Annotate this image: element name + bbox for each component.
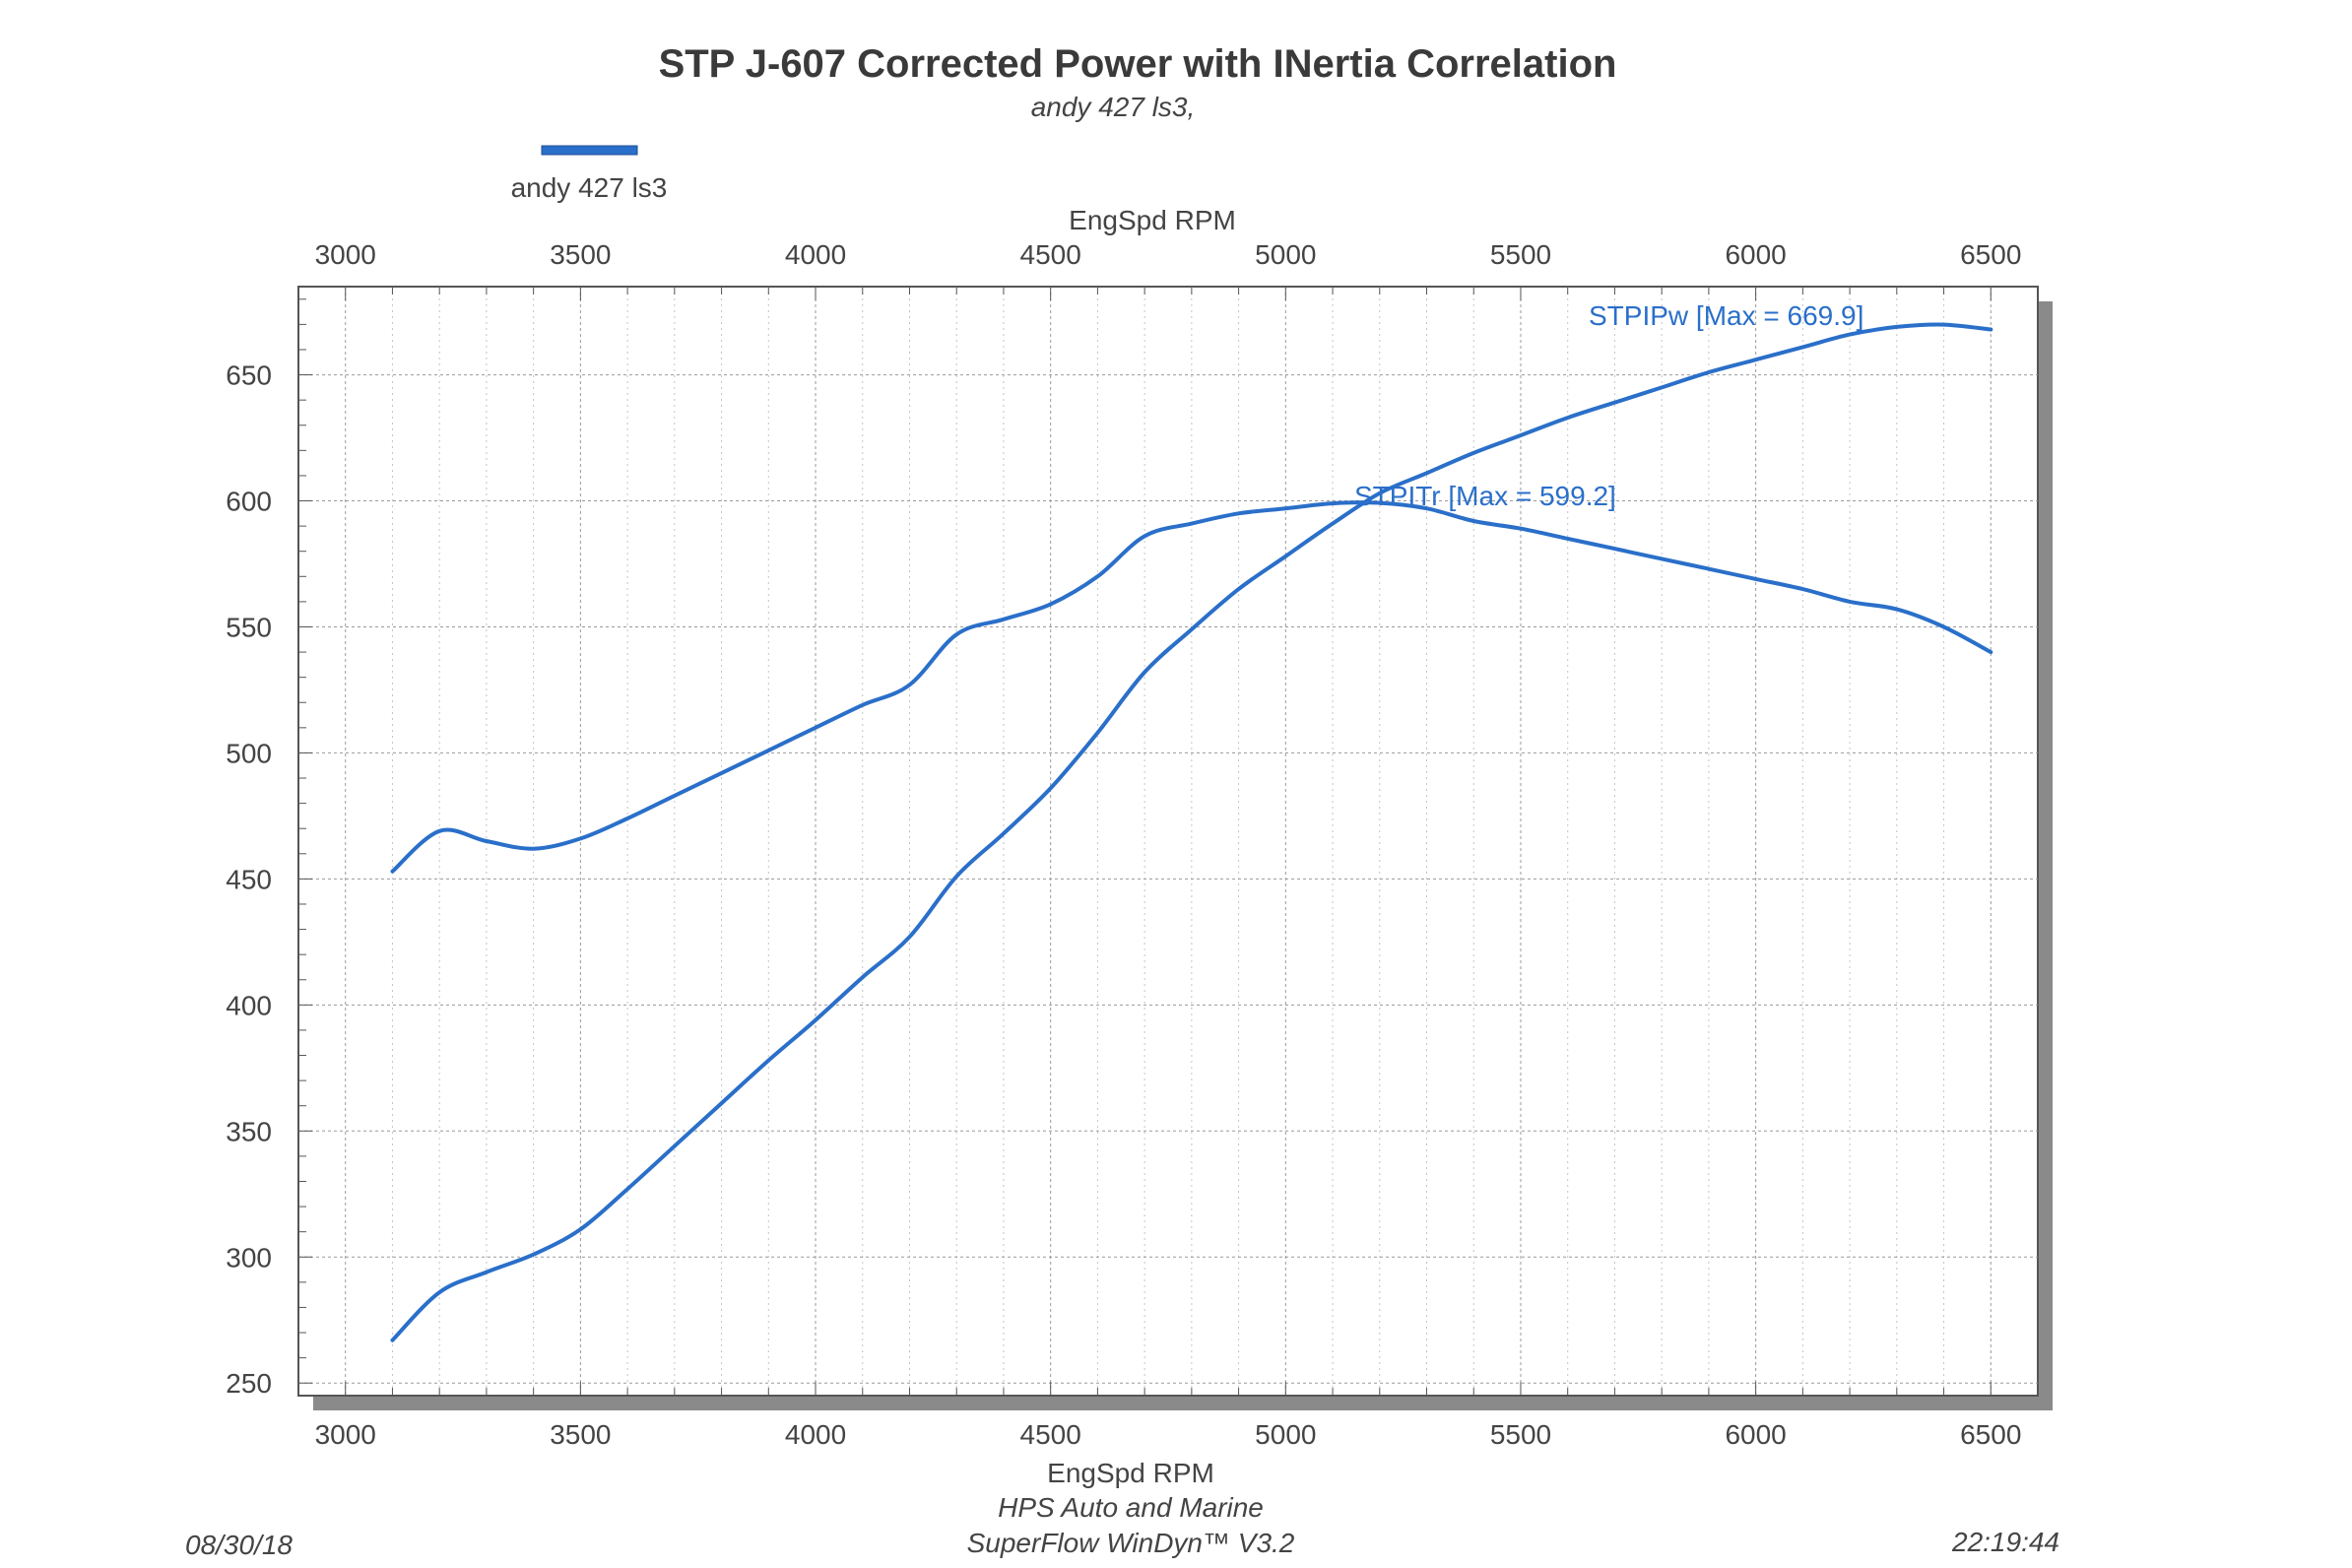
x-tick-label-bottom: 3000 — [315, 1419, 376, 1450]
legend: andy 427 ls3 — [511, 145, 668, 203]
footer-company: HPS Auto and Marine — [998, 1492, 1264, 1523]
x-tick-label-bottom: 3500 — [550, 1419, 611, 1450]
y-tick-label: 500 — [226, 738, 272, 768]
x-tick-label-bottom: 5000 — [1255, 1419, 1316, 1450]
x-tick-label-top: 5500 — [1490, 239, 1551, 270]
x-tick-label-bottom: 5500 — [1490, 1419, 1551, 1450]
series-annotation-stpipw: STPIPw [Max = 669.9] — [1589, 300, 1863, 331]
x-axis-title-top: EngSpd RPM — [1069, 205, 1236, 235]
x-axis-title-bottom: EngSpd RPM — [1047, 1458, 1214, 1488]
legend-swatch — [541, 145, 638, 156]
series-line-stpitr — [390, 500, 1993, 874]
x-tick-label-bottom: 6000 — [1725, 1419, 1786, 1450]
y-tick-label: 600 — [226, 487, 272, 517]
y-tick-label: 300 — [226, 1242, 272, 1273]
x-tick-label-top: 3500 — [550, 239, 611, 270]
axis-ticks: 3000 3000 3500 3500 4000 4000 4500 4500 5000 5000… — [226, 239, 2021, 1450]
y-tick-label: 350 — [226, 1116, 272, 1146]
footer-time: 22:19:44 — [1951, 1527, 2059, 1557]
chart-subtitle: andy 427 ls3, — [1031, 92, 1196, 122]
x-tick-label-top: 4500 — [1020, 239, 1081, 270]
y-tick-label: 450 — [226, 864, 272, 894]
x-tick-label-top: 6000 — [1725, 239, 1786, 270]
x-tick-label-top: 3000 — [315, 239, 376, 270]
x-tick-label-bottom: 6500 — [1960, 1419, 2021, 1450]
footer-software: SuperFlow WinDyn™ V3.2 — [967, 1528, 1295, 1558]
x-tick-label-top: 6500 — [1960, 239, 2021, 270]
chart-title: STP J-607 Corrected Power with INertia C… — [659, 42, 1617, 86]
legend-label: andy 427 ls3 — [511, 172, 668, 203]
x-tick-label-top: 5000 — [1255, 239, 1316, 270]
x-tick-label-bottom: 4500 — [1020, 1419, 1081, 1450]
x-tick-label-bottom: 4000 — [785, 1419, 846, 1450]
y-tick-label: 400 — [226, 990, 272, 1020]
series-annotation-stpitr: STPITr [Max = 599.2] — [1354, 481, 1616, 511]
series-layer: STPIPw [Max = 669.9] STPITr [Max = 599.2] — [390, 300, 1993, 1342]
plot-area — [297, 286, 2039, 1397]
footer-date: 08/30/18 — [185, 1530, 293, 1560]
x-tick-label-top: 4000 — [785, 239, 846, 270]
y-tick-label: 650 — [226, 360, 272, 391]
y-tick-label: 550 — [226, 612, 272, 642]
series-line-stpipw — [390, 322, 1993, 1342]
y-tick-label: 250 — [226, 1368, 272, 1399]
